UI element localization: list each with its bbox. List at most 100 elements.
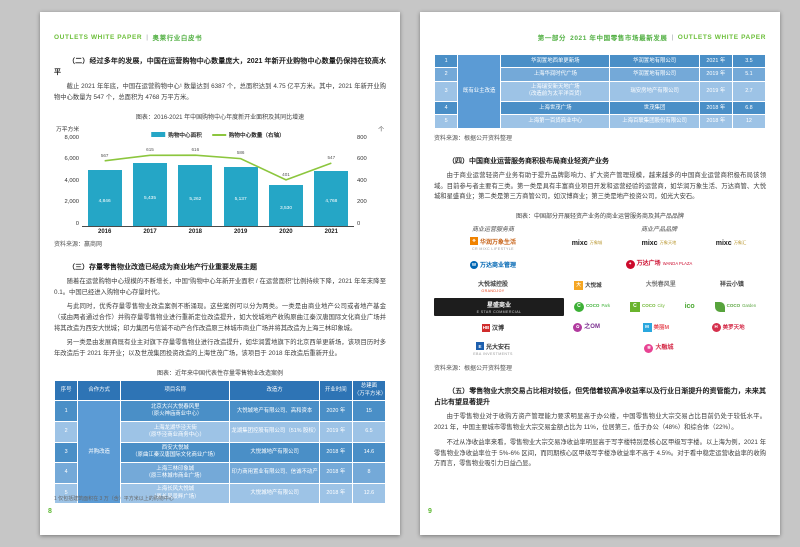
brand-name: mixc <box>571 239 588 247</box>
bar-2020: 3,530 <box>269 185 303 226</box>
brand-name: mixc <box>715 239 732 247</box>
section-5-para-2: 不过从净收益率来看，零售物业大宗交易净收益率明显高于写字楼特别是核心区甲级写字楼… <box>434 438 766 468</box>
cell-opening-year: 2018 年 <box>318 441 353 464</box>
renovation-table-title: 图表：近年来中国代表性存量零售物业改造案例 <box>156 370 283 377</box>
right-tick-800: 800 <box>357 134 367 141</box>
brand-logo-Park: C COCO Park <box>573 301 610 312</box>
logos-column-labels: 商业运营服务商 商业产品品牌 <box>434 224 766 233</box>
bar-value-2019: 5,137 <box>234 197 247 203</box>
bar-value-2020: 3,530 <box>279 206 292 212</box>
cell-gfa: 3.5 <box>731 53 767 69</box>
company-name: 华润万象生活 <box>479 239 516 246</box>
cell-opening-year: 2019 年 <box>318 421 353 443</box>
company-logo-汉博: HB 汉博 <box>434 323 552 332</box>
renovation-table-left: 序号 合作方式 项目名称 改造方 开业时间 总建面 （万平方米） 1 并购改造 北京大兴大悦春风… <box>53 379 387 505</box>
section-3-title: （三）存量零售物业改造已经成为商业地产行业重要发展主题 <box>68 263 257 271</box>
cell-gfa: 2.7 <box>731 80 767 103</box>
cell-seq: 2 <box>53 421 79 443</box>
cell-gfa: 5.1 <box>731 67 767 82</box>
line-value-2018: 616 <box>191 146 200 152</box>
cell-opening-year: 2021 年 <box>698 53 733 69</box>
page-right: 第一部分 2021 年中国零售市场最新发展 | OUTLETS WHITE PA… <box>420 12 780 535</box>
table-row: 1 并购改造 北京大兴大悦春风里 （原火神庙商业中心） 大悦城地产有限公司、高和资本 2… <box>53 400 387 505</box>
brands-cell: ✦ 万达广场 WANDA PLAZA <box>552 260 766 270</box>
logos-chart-title: 图表：中国部分开展轻资产业务的商业运营服务商及其产品品牌 <box>515 214 684 221</box>
header-separator-right: | <box>671 33 674 41</box>
company-logo-icon: E <box>475 342 484 351</box>
cell-opening-year: 2018 年 <box>318 482 353 505</box>
cell-gfa: 14.6 <box>351 441 387 464</box>
line-series <box>104 154 332 181</box>
logo-matrix: ❖ 华润万象生活 CR MIXC LIFESTYLE mixc 万象城 mixc 万象天地 m… <box>434 233 766 359</box>
logo-row: E 光大安石 EBA INVESTMENTS ✽ 大融城 <box>434 338 766 359</box>
cell-seq: 1 <box>433 53 459 69</box>
table-header-cell: 合作方式 <box>77 379 122 402</box>
brand-logo-icon: C <box>573 301 584 312</box>
brand-name: 大悦春风里 <box>645 282 676 289</box>
cell-cooperation-mode: 既有业主改造 <box>457 54 502 129</box>
brand-name: 祥云小镇 <box>719 282 744 289</box>
cell-renovator: 龙湖集团控股有限公司（51% 股权） <box>229 421 320 443</box>
cell-project-name: 上海华润时代广场 <box>500 67 611 82</box>
cell-renovator: 大悦城地产有限公司 <box>229 441 320 464</box>
cell-project-name: 上海长风大悦城 （原长风景畔广场） <box>120 482 231 505</box>
cell-gfa: 6.8 <box>731 101 767 116</box>
company-logo-华润万象生活: ❖ 华润万象生活 CR MIXC LIFESTYLE <box>434 237 552 251</box>
bar-2019: 5,137 <box>223 166 258 226</box>
cell-seq: 3 <box>433 80 459 103</box>
cell-gfa: 8 <box>351 462 387 484</box>
brand-logo-icon: ✽ <box>644 344 654 354</box>
cell-project-name: 西安大悦城 （原曲江秦汉唐国际文化商业广场） <box>120 441 231 464</box>
cell-seq: 1 <box>53 400 79 423</box>
header-separator: | <box>146 33 149 41</box>
brand-subtitle: 万象汇 <box>733 240 747 246</box>
company-logo-光大安石: E 光大安石 EBA INVESTMENTS <box>434 342 552 356</box>
cell-project-name: 上海瑞安新天地广场 （改造前为太平洋百货） <box>500 80 611 103</box>
cell-project-name: 上海三林印象城 （原三林城市商业广场） <box>120 462 231 484</box>
brand-name: ico <box>684 302 695 310</box>
legend-line-swatch <box>211 133 226 136</box>
cell-seq: 4 <box>53 462 79 484</box>
brand-subtitle: Garden <box>742 303 757 309</box>
brand-logo-icon <box>714 301 725 312</box>
brand-name: 大悦城 <box>585 282 602 289</box>
header-section-title: 2021 年中国零售市场最新发展 <box>570 35 668 42</box>
cell-renovator: 大悦城地产有限公司、高和资本 <box>229 400 320 423</box>
right-tick-200: 200 <box>357 199 367 206</box>
left-tick-4000: 4,000 <box>64 177 79 184</box>
company-logo-星盛商业: 星盛商业 E STAR COMMERCIAL <box>434 297 564 316</box>
company-name: 光大安石 <box>485 344 510 351</box>
right-tick-600: 600 <box>357 156 367 163</box>
left-tick-2000: 2,000 <box>64 199 79 206</box>
bar-line-chart: 万平方米 个 8,000 6,000 4,000 2,000 0 购物中心面积 购物中心… <box>56 124 384 235</box>
x-label-2019: 2019 <box>233 228 248 235</box>
cell-renovator: 上海百联集团股份有限公司 <box>609 114 700 129</box>
x-label-2016: 2016 <box>97 228 112 235</box>
brand-logo-美罗天地: H 美罗天地 <box>711 323 745 333</box>
cell-seq: 3 <box>53 441 79 464</box>
company-name: 大悦城控股 <box>477 281 508 288</box>
cell-gfa: 12.6 <box>351 482 387 505</box>
company-logo-万达商业管理: W 万达商业管理 <box>434 260 552 269</box>
brand-logo-WANDA PLAZA: ✦ 万达广场 WANDA PLAZA <box>625 260 692 270</box>
legend-bar-label: 购物中心面积 <box>168 132 202 139</box>
brand-name: 万达广场 <box>636 261 661 268</box>
section-5-title: （五）零售物业大宗交易占比相对较低，但凭借着较高净收益率以及行业日渐提升的资管能… <box>434 388 766 407</box>
cell-gfa: 6.5 <box>351 421 387 443</box>
cell-opening-year: 2019 年 <box>698 67 733 82</box>
line-value-2017: 615 <box>146 147 154 153</box>
cell-seq: 5 <box>53 482 79 505</box>
x-label-2018: 2018 <box>188 228 202 235</box>
brand-name: 美丽M <box>653 324 670 331</box>
table-row: 4 上海三林印象城 （原三林城市商业广场） 印力商用置业有限公司、信诚不动产 2018… <box>53 462 387 484</box>
chart-plot-area: 购物中心面积 购物中心数量（右轴） 4,846 5,435 5,262 5,137 3,… <box>82 132 354 227</box>
page-number-left: 8 <box>48 508 52 515</box>
right-axis-ticks: 800 600 400 200 0 <box>354 135 380 227</box>
cell-renovator: 世茂集团 <box>609 101 700 116</box>
section-3-para-1: 随着在运营购物中心规模的不断增长，中国“购物中心年新开业面积 / 在运营面积”比… <box>54 277 386 296</box>
brand-logo-Garden: COCO Garden <box>714 301 757 312</box>
brand-logo-City: C COCO City <box>629 301 665 312</box>
cell-opening-year: 2018 年 <box>698 101 733 116</box>
x-label-2020: 2020 <box>279 228 293 235</box>
brands-column-label: 商业产品品牌 <box>640 227 677 234</box>
